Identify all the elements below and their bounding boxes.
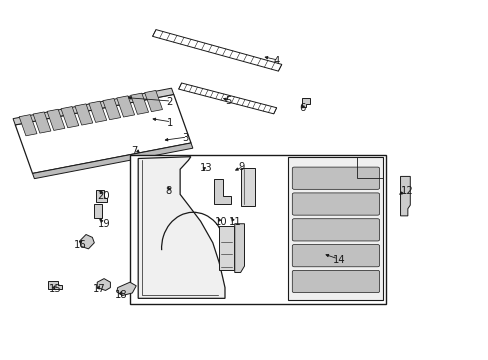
Polygon shape	[33, 112, 51, 133]
Text: 1: 1	[166, 118, 172, 128]
Polygon shape	[48, 281, 61, 289]
Polygon shape	[178, 83, 276, 114]
Text: 20: 20	[97, 191, 109, 201]
Text: 18: 18	[115, 291, 128, 301]
Text: 13: 13	[199, 163, 212, 173]
Text: 17: 17	[93, 284, 106, 294]
Polygon shape	[19, 114, 37, 136]
Text: 11: 11	[228, 217, 241, 227]
Text: 4: 4	[273, 56, 280, 66]
FancyBboxPatch shape	[288, 157, 383, 300]
FancyBboxPatch shape	[219, 226, 233, 270]
Polygon shape	[400, 176, 409, 216]
Text: 9: 9	[238, 162, 244, 172]
FancyBboxPatch shape	[292, 219, 379, 241]
Polygon shape	[214, 179, 230, 204]
FancyBboxPatch shape	[292, 270, 379, 293]
Text: 8: 8	[165, 186, 171, 197]
FancyBboxPatch shape	[240, 168, 255, 206]
Text: 16: 16	[74, 239, 86, 249]
FancyBboxPatch shape	[292, 244, 379, 267]
Polygon shape	[61, 107, 79, 128]
Text: 15: 15	[48, 284, 61, 294]
FancyBboxPatch shape	[292, 167, 379, 189]
Text: 6: 6	[299, 103, 305, 113]
Polygon shape	[138, 157, 224, 298]
Polygon shape	[301, 98, 310, 107]
Text: 12: 12	[400, 186, 412, 197]
Polygon shape	[15, 94, 191, 174]
Text: 2: 2	[166, 97, 172, 107]
Polygon shape	[75, 104, 93, 125]
Polygon shape	[13, 88, 173, 125]
Text: 19: 19	[98, 219, 111, 229]
Polygon shape	[89, 101, 106, 122]
Polygon shape	[47, 109, 65, 130]
FancyBboxPatch shape	[94, 204, 102, 218]
Text: 14: 14	[332, 255, 345, 265]
Polygon shape	[102, 99, 121, 120]
FancyBboxPatch shape	[130, 155, 385, 304]
FancyBboxPatch shape	[292, 193, 379, 215]
Polygon shape	[144, 90, 162, 112]
Text: 10: 10	[215, 217, 227, 227]
Polygon shape	[80, 234, 94, 249]
Text: 3: 3	[182, 133, 188, 143]
Polygon shape	[117, 96, 134, 117]
Polygon shape	[33, 143, 192, 179]
Polygon shape	[130, 93, 148, 114]
Polygon shape	[234, 224, 244, 273]
Polygon shape	[96, 190, 107, 202]
Polygon shape	[117, 282, 136, 296]
Polygon shape	[152, 30, 281, 71]
Text: 5: 5	[224, 96, 231, 106]
Text: 7: 7	[131, 145, 138, 156]
Polygon shape	[97, 279, 110, 291]
